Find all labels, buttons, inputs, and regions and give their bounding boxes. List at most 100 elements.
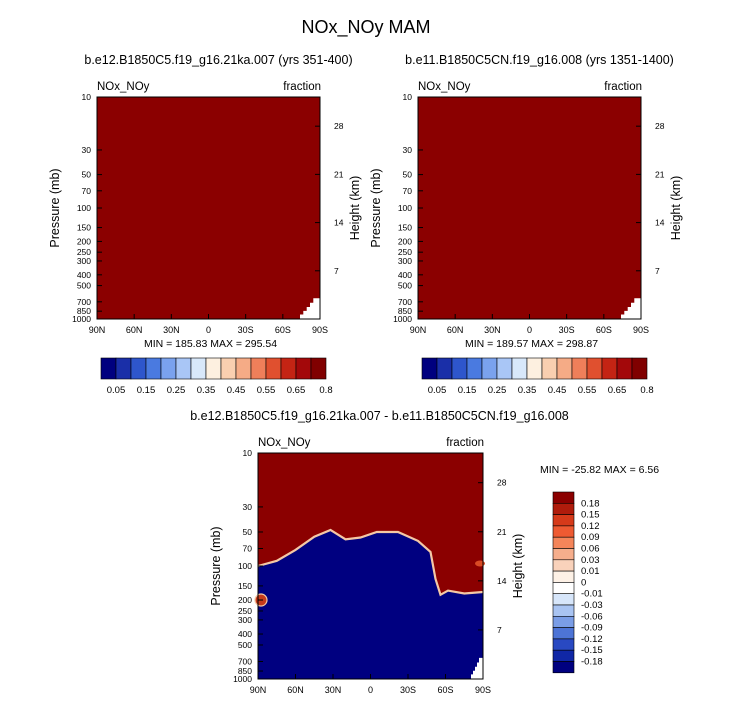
x-tick-label: 30N xyxy=(163,325,180,335)
colorbar-swatch xyxy=(601,357,618,380)
panel-title: b.e11.B1850C5CN.f19_g16.008 (yrs 1351-14… xyxy=(405,53,674,67)
chart-panel-2: b.e11.B1850C5CN.f19_g16.008 (yrs 1351-14… xyxy=(369,53,683,396)
zero-contour xyxy=(257,528,484,597)
y-tick-label: 100 xyxy=(398,203,412,213)
colorbar-label: 0 xyxy=(581,577,586,588)
colorbar-label: 0.55 xyxy=(257,385,276,396)
y-right-tick-label: 21 xyxy=(655,169,665,179)
y-tick-label: 500 xyxy=(398,281,412,291)
x-tick-label: 60N xyxy=(447,325,464,335)
panel-title: b.e12.B1850C5.f19_g16.21ka.007 - b.e11.B… xyxy=(190,409,569,423)
y-tick-label: 10 xyxy=(403,92,413,102)
colorbar-swatch xyxy=(571,357,588,380)
negative-region xyxy=(258,530,483,679)
y-axis-label: Pressure (mb) xyxy=(48,168,62,247)
x-tick-label: 60N xyxy=(287,685,304,695)
min-max-label: MIN = -25.82 MAX = 6.56 xyxy=(540,464,659,476)
colorbar-swatch xyxy=(552,559,575,572)
missing-data-mask xyxy=(471,657,483,679)
y-right-tick-label: 14 xyxy=(655,218,665,228)
colorbar-label: -0.03 xyxy=(581,600,603,611)
colorbar-label: 0.35 xyxy=(518,385,537,396)
colorbar-label: 0.05 xyxy=(107,385,126,396)
x-tick-label: 60S xyxy=(275,325,291,335)
colorbar-swatch xyxy=(280,357,297,380)
y-tick-label: 100 xyxy=(238,561,252,571)
colorbar-swatch xyxy=(552,548,575,561)
y-tick-label: 50 xyxy=(82,170,92,180)
y-tick-label: 200 xyxy=(77,236,91,246)
colorbar-swatch xyxy=(235,357,252,380)
variable-label: NOx_NOy xyxy=(258,437,311,449)
y-tick-label: 50 xyxy=(243,527,253,537)
x-tick-label: 90S xyxy=(475,685,491,695)
y-tick-label: 400 xyxy=(238,629,252,639)
y-tick-label: 200 xyxy=(398,236,412,246)
y-tick-label: 150 xyxy=(238,581,252,591)
colorbar-swatch xyxy=(310,357,327,380)
colorbar-label: 0.15 xyxy=(458,385,477,396)
colorbar-label: 0.45 xyxy=(548,385,567,396)
colorbar-swatch xyxy=(250,357,267,380)
colorbar-label: 0.55 xyxy=(578,385,597,396)
y-axis-label: Pressure (mb) xyxy=(209,526,223,605)
x-tick-label: 90N xyxy=(89,325,106,335)
colorbar-swatch xyxy=(220,357,237,380)
colorbar-label: -0.12 xyxy=(581,634,603,645)
colorbar-label: 0.45 xyxy=(227,385,246,396)
y-right-axis-label: Height (km) xyxy=(669,176,683,241)
y-tick-label: 700 xyxy=(77,297,91,307)
heatmap-field xyxy=(97,97,320,319)
x-tick-label: 0 xyxy=(527,325,532,335)
heatmap-field xyxy=(418,97,641,319)
colorbar-swatch xyxy=(265,357,282,380)
colorbar-label: 0.03 xyxy=(581,555,600,566)
colorbar-label: 0.12 xyxy=(581,521,600,532)
chart-panel-1: b.e12.B1850C5.f19_g16.21ka.007 (yrs 351-… xyxy=(48,53,362,396)
colorbar-swatch xyxy=(295,357,312,380)
colorbar-swatch xyxy=(160,357,177,380)
colorbar-label: -0.15 xyxy=(581,645,603,656)
missing-data-mask xyxy=(621,298,641,319)
y-tick-label: 850 xyxy=(398,306,412,316)
x-tick-label: 30S xyxy=(559,325,575,335)
y-tick-label: 1000 xyxy=(72,314,91,324)
x-tick-label: 60N xyxy=(126,325,143,335)
colorbar-swatch xyxy=(552,582,575,595)
colorbar-label: 0.06 xyxy=(581,544,600,555)
min-max-label: MIN = 185.83 MAX = 295.54 xyxy=(144,338,277,350)
colorbar-swatch xyxy=(436,357,453,380)
x-tick-label: 30S xyxy=(238,325,254,335)
colorbar-swatch xyxy=(190,357,207,380)
y-tick-label: 700 xyxy=(398,297,412,307)
colorbar-swatch xyxy=(511,357,528,380)
y-right-axis-label: Height (km) xyxy=(511,534,525,599)
colorbar-label: 0.65 xyxy=(608,385,627,396)
variable-label: NOx_NOy xyxy=(97,81,150,93)
y-tick-label: 500 xyxy=(238,640,252,650)
y-right-axis-label: Height (km) xyxy=(348,176,362,241)
colorbar-label: -0.18 xyxy=(581,657,603,668)
y-tick-label: 700 xyxy=(238,656,252,666)
colorbar-swatch xyxy=(145,357,162,380)
y-right-tick-label: 21 xyxy=(497,527,507,537)
min-max-label: MIN = 189.57 MAX = 298.87 xyxy=(465,338,598,350)
y-axis-label: Pressure (mb) xyxy=(369,168,383,247)
variable-label: NOx_NOy xyxy=(418,81,471,93)
x-tick-label: 90N xyxy=(250,685,267,695)
colorbar-label: -0.09 xyxy=(581,623,603,634)
chart-panel-3: b.e12.B1850C5.f19_g16.21ka.007 - b.e11.B… xyxy=(190,409,659,695)
colorbar-label: 0.8 xyxy=(319,385,332,396)
colorbar-swatch xyxy=(421,357,438,380)
x-tick-label: 90N xyxy=(410,325,427,335)
plots-layer: b.e12.B1850C5.f19_g16.21ka.007 (yrs 351-… xyxy=(48,53,683,695)
y-tick-label: 400 xyxy=(398,270,412,280)
colorbar-swatch xyxy=(552,514,575,527)
y-right-tick-label: 14 xyxy=(334,218,344,228)
panel-title: b.e12.B1850C5.f19_g16.21ka.007 (yrs 351-… xyxy=(84,53,352,67)
y-right-tick-label: 7 xyxy=(497,625,502,635)
y-tick-label: 150 xyxy=(398,223,412,233)
colorbar-label: 0.18 xyxy=(581,498,600,509)
colorbar-label: 0.8 xyxy=(640,385,653,396)
